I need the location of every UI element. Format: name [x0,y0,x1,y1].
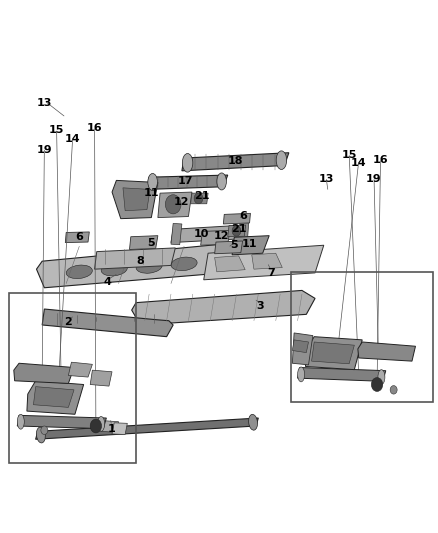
Circle shape [232,225,241,236]
Polygon shape [112,423,127,434]
Text: 8: 8 [137,256,144,266]
Polygon shape [204,245,324,280]
Text: 14: 14 [351,158,367,168]
Text: 16: 16 [373,155,389,165]
Text: 21: 21 [194,191,209,201]
Ellipse shape [17,414,24,429]
Polygon shape [239,222,249,241]
Polygon shape [90,370,112,386]
Polygon shape [171,223,182,245]
Polygon shape [36,243,245,288]
Text: 11: 11 [242,239,257,249]
Text: 7: 7 [268,268,275,278]
Text: 3: 3 [257,301,264,311]
Polygon shape [33,386,74,407]
Polygon shape [130,236,158,249]
Polygon shape [292,340,308,353]
Circle shape [41,426,48,434]
Circle shape [390,385,397,394]
Text: 1: 1 [108,424,116,434]
Ellipse shape [297,367,304,382]
Polygon shape [171,225,245,243]
Text: 18: 18 [228,156,244,166]
Text: 5: 5 [230,240,238,250]
Polygon shape [27,381,84,414]
Text: 6: 6 [239,211,247,221]
Ellipse shape [66,265,92,279]
Text: 13: 13 [37,98,52,108]
Circle shape [165,195,181,214]
Polygon shape [223,213,251,224]
Text: 19: 19 [36,144,52,155]
Polygon shape [158,192,192,217]
Circle shape [194,193,203,204]
Polygon shape [14,364,74,383]
Polygon shape [311,342,354,364]
Ellipse shape [136,260,162,273]
Circle shape [90,419,102,433]
Polygon shape [292,333,313,365]
Polygon shape [358,342,416,361]
Text: 13: 13 [318,174,334,184]
Polygon shape [305,337,362,369]
Polygon shape [215,241,243,254]
Text: 5: 5 [148,238,155,247]
Text: 19: 19 [366,174,382,184]
Text: 17: 17 [177,176,193,187]
Polygon shape [68,362,92,377]
Text: 2: 2 [64,317,72,327]
Bar [10,293,136,463]
Polygon shape [201,230,230,245]
Polygon shape [123,188,150,211]
Ellipse shape [148,173,157,190]
Polygon shape [132,290,315,325]
Polygon shape [17,415,106,429]
Ellipse shape [249,414,258,430]
Text: 14: 14 [65,134,81,144]
Text: 15: 15 [342,150,357,160]
Polygon shape [42,309,173,337]
Polygon shape [297,368,386,381]
Ellipse shape [101,262,127,276]
Polygon shape [35,418,258,439]
Text: 11: 11 [144,188,159,198]
Polygon shape [215,256,245,272]
Text: 4: 4 [104,278,112,287]
Ellipse shape [171,257,197,271]
Ellipse shape [98,416,105,431]
Text: 21: 21 [231,224,247,235]
Ellipse shape [36,427,45,443]
Text: 12: 12 [213,231,229,241]
Bar [291,272,433,402]
Polygon shape [112,180,158,219]
Polygon shape [182,153,289,171]
Circle shape [371,377,383,391]
Polygon shape [147,175,228,189]
Polygon shape [252,253,283,269]
Text: 16: 16 [87,123,102,133]
Polygon shape [95,248,175,269]
Ellipse shape [217,173,226,190]
Polygon shape [191,193,208,204]
Text: 15: 15 [49,125,64,135]
Ellipse shape [182,154,193,172]
Polygon shape [65,232,89,243]
Ellipse shape [378,369,385,384]
Polygon shape [232,236,269,255]
Polygon shape [228,225,246,237]
Text: 6: 6 [75,232,83,243]
Text: 10: 10 [194,229,209,239]
Ellipse shape [276,151,287,169]
Text: 12: 12 [174,197,190,207]
Polygon shape [101,421,119,432]
